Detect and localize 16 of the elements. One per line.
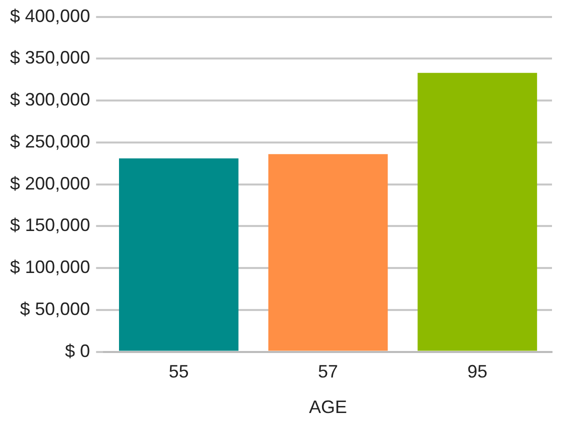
bar [418,72,538,351]
x-tick-label: 95 [467,362,488,382]
y-tick-label: $ 0 [65,340,90,361]
x-tick-label: 55 [168,362,189,382]
y-tick-label: $ 50,000 [20,298,90,319]
y-tick-label: $ 300,000 [10,90,90,110]
y-tick-label: $ 100,000 [10,257,90,278]
y-tick-label: $ 150,000 [10,215,90,236]
y-tick-label: $ 400,000 [10,6,90,26]
y-tick-label: $ 350,000 [10,48,90,68]
x-axis-title: AGE [309,397,348,418]
bar [119,158,238,351]
y-tick-label: $ 250,000 [10,131,90,152]
bar [268,154,388,351]
x-tick-label: 57 [318,362,338,382]
y-tick-label: $ 200,000 [10,173,90,194]
